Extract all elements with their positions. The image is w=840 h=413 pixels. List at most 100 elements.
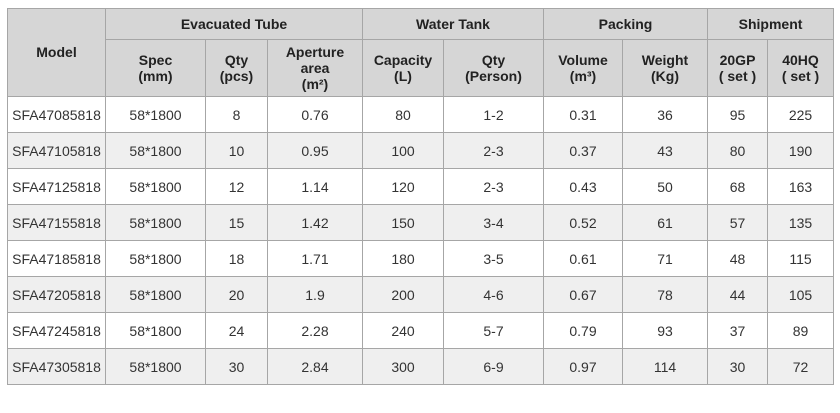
cell-capacity: 80 bbox=[362, 96, 444, 133]
cell-qty-person: 2-3 bbox=[443, 132, 544, 169]
cell-model: SFA47155818 bbox=[7, 204, 106, 241]
cell-qty-person: 3-5 bbox=[443, 240, 544, 277]
cell-qty-person: 4-6 bbox=[443, 276, 544, 313]
cell-40hq: 115 bbox=[767, 240, 835, 277]
product-spec-table: Model Evacuated Tube Water Tank Packing … bbox=[7, 8, 835, 385]
cell-aperture-area: 2.84 bbox=[267, 348, 363, 385]
header-group-row: Model Evacuated Tube Water Tank Packing … bbox=[7, 8, 835, 97]
header-sub-row: Spec (mm) Qty (pcs) Aperture area (m²) C… bbox=[8, 39, 835, 97]
cell-spec: 58*1800 bbox=[105, 168, 206, 205]
cell-model: SFA47185818 bbox=[7, 240, 106, 277]
cell-20gp: 68 bbox=[707, 168, 769, 205]
cell-capacity: 120 bbox=[362, 168, 444, 205]
cell-model: SFA47305818 bbox=[7, 348, 106, 385]
cell-volume: 0.52 bbox=[543, 204, 623, 241]
table-row: SFA47305818 58*1800 30 2.84 300 6-9 0.97… bbox=[7, 348, 835, 385]
col-group-evacuated-tube: Evacuated Tube bbox=[105, 8, 363, 40]
cell-weight: 36 bbox=[621, 96, 709, 133]
cell-aperture-area: 1.71 bbox=[267, 240, 363, 277]
cell-spec: 58*1800 bbox=[105, 240, 206, 277]
cell-volume: 0.67 bbox=[543, 276, 623, 313]
cell-aperture-area: 1.42 bbox=[267, 204, 363, 241]
cell-spec: 58*1800 bbox=[105, 348, 206, 385]
cell-model: SFA47085818 bbox=[7, 96, 106, 133]
cell-40hq: 225 bbox=[767, 96, 835, 133]
table-row: SFA47125818 58*1800 12 1.14 120 2-3 0.43… bbox=[7, 168, 835, 205]
table-row: SFA47105818 58*1800 10 0.95 100 2-3 0.37… bbox=[7, 132, 835, 169]
cell-20gp: 57 bbox=[707, 204, 769, 241]
col-header-40hq: 40HQ ( set ) bbox=[767, 39, 835, 97]
cell-qty-person: 6-9 bbox=[443, 348, 544, 385]
cell-model: SFA47205818 bbox=[7, 276, 106, 313]
cell-aperture-area: 1.14 bbox=[267, 168, 363, 205]
col-header-volume: Volume (m³) bbox=[543, 39, 623, 97]
cell-spec: 58*1800 bbox=[105, 276, 206, 313]
cell-model: SFA47105818 bbox=[7, 132, 106, 169]
table-row: SFA47185818 58*1800 18 1.71 180 3-5 0.61… bbox=[7, 240, 835, 277]
cell-volume: 0.43 bbox=[543, 168, 623, 205]
cell-weight: 78 bbox=[621, 276, 709, 313]
cell-spec: 58*1800 bbox=[105, 132, 206, 169]
cell-40hq: 89 bbox=[767, 312, 835, 349]
cell-40hq: 190 bbox=[767, 132, 835, 169]
cell-volume: 0.31 bbox=[543, 96, 623, 133]
cell-aperture-area: 2.28 bbox=[267, 312, 363, 349]
cell-weight: 50 bbox=[621, 168, 709, 205]
col-group-shipment: Shipment bbox=[707, 8, 835, 40]
cell-qty-person: 3-4 bbox=[443, 204, 544, 241]
cell-40hq: 163 bbox=[767, 168, 835, 205]
col-header-qty-pcs: Qty (pcs) bbox=[205, 39, 268, 97]
cell-volume: 0.37 bbox=[543, 132, 623, 169]
cell-40hq: 105 bbox=[767, 276, 835, 313]
cell-20gp: 80 bbox=[707, 132, 769, 169]
cell-qty-person: 1-2 bbox=[443, 96, 544, 133]
cell-qty-pcs: 8 bbox=[205, 96, 268, 133]
cell-qty-pcs: 10 bbox=[205, 132, 268, 169]
cell-qty-pcs: 18 bbox=[205, 240, 268, 277]
cell-capacity: 300 bbox=[362, 348, 444, 385]
cell-qty-pcs: 24 bbox=[205, 312, 268, 349]
cell-aperture-area: 0.76 bbox=[267, 96, 363, 133]
cell-weight: 71 bbox=[621, 240, 709, 277]
cell-weight: 43 bbox=[621, 132, 709, 169]
cell-spec: 58*1800 bbox=[105, 204, 206, 241]
cell-volume: 0.79 bbox=[543, 312, 623, 349]
cell-qty-pcs: 15 bbox=[205, 204, 268, 241]
cell-capacity: 240 bbox=[362, 312, 444, 349]
cell-spec: 58*1800 bbox=[105, 312, 206, 349]
cell-capacity: 100 bbox=[362, 132, 444, 169]
cell-40hq: 135 bbox=[767, 204, 835, 241]
cell-aperture-area: 0.95 bbox=[267, 132, 363, 169]
cell-20gp: 95 bbox=[707, 96, 769, 133]
cell-capacity: 200 bbox=[362, 276, 444, 313]
cell-volume: 0.61 bbox=[543, 240, 623, 277]
col-header-aperture-area: Aperture area (m²) bbox=[267, 39, 363, 97]
cell-capacity: 180 bbox=[362, 240, 444, 277]
cell-capacity: 150 bbox=[362, 204, 444, 241]
col-header-spec: Spec (mm) bbox=[105, 39, 206, 97]
cell-20gp: 44 bbox=[707, 276, 769, 313]
cell-volume: 0.97 bbox=[543, 348, 623, 385]
table-row: SFA47085818 58*1800 8 0.76 80 1-2 0.31 3… bbox=[7, 96, 835, 133]
cell-qty-person: 2-3 bbox=[443, 168, 544, 205]
cell-20gp: 37 bbox=[707, 312, 769, 349]
table-row: SFA47205818 58*1800 20 1.9 200 4-6 0.67 … bbox=[7, 276, 835, 313]
cell-spec: 58*1800 bbox=[105, 96, 206, 133]
col-header-qty-person: Qty (Person) bbox=[443, 39, 544, 97]
cell-qty-pcs: 12 bbox=[205, 168, 268, 205]
cell-20gp: 48 bbox=[707, 240, 769, 277]
col-header-model: Model bbox=[7, 8, 106, 97]
cell-weight: 114 bbox=[621, 348, 709, 385]
cell-qty-pcs: 20 bbox=[205, 276, 268, 313]
col-group-packing: Packing bbox=[542, 8, 709, 40]
col-header-capacity: Capacity (L) bbox=[362, 39, 444, 97]
cell-model: SFA47125818 bbox=[7, 168, 106, 205]
cell-aperture-area: 1.9 bbox=[267, 276, 363, 313]
col-header-20gp: 20GP ( set ) bbox=[707, 39, 769, 97]
cell-qty-person: 5-7 bbox=[443, 312, 544, 349]
cell-weight: 93 bbox=[621, 312, 709, 349]
cell-20gp: 30 bbox=[707, 348, 769, 385]
col-header-weight: Weight (Kg) bbox=[621, 39, 709, 97]
cell-qty-pcs: 30 bbox=[205, 348, 268, 385]
cell-model: SFA47245818 bbox=[7, 312, 106, 349]
